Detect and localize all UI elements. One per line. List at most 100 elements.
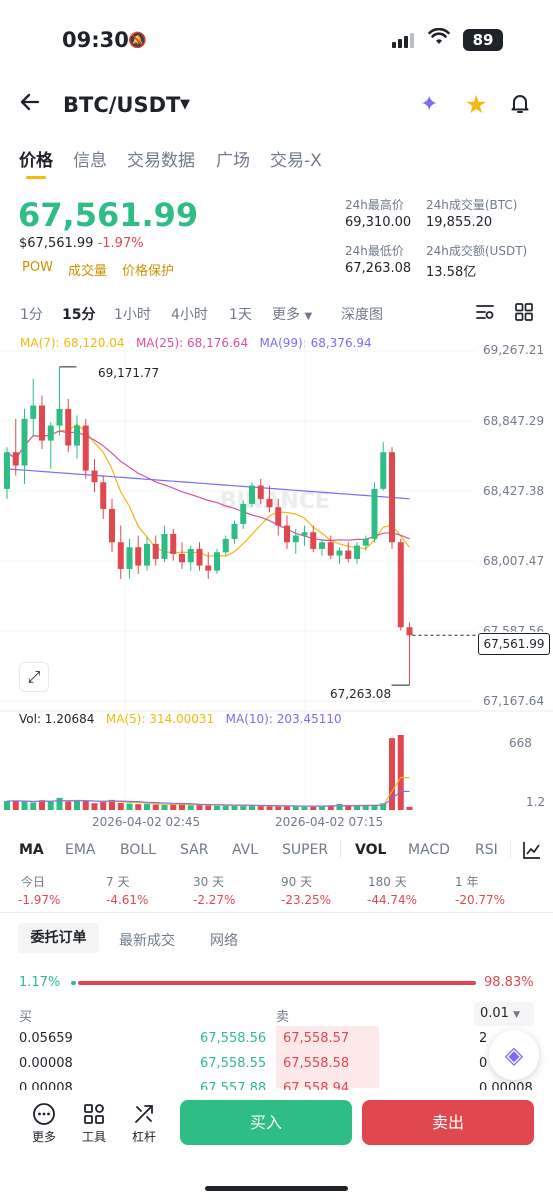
candle-body: [91, 470, 98, 483]
volume-axis-max: 668: [509, 736, 532, 750]
indicator-sar[interactable]: SAR: [180, 842, 209, 858]
price-step-select[interactable]: 0.01 ▼: [474, 1002, 534, 1026]
tab-recent-trades[interactable]: 最新成交: [119, 933, 175, 949]
bid-price[interactable]: 67,558.56: [200, 1031, 267, 1046]
bid-quantity: 0.05659: [19, 1031, 73, 1046]
sell-button[interactable]: 卖出: [362, 1100, 534, 1145]
tag-price-protection[interactable]: 价格保护: [121, 264, 174, 279]
candle-body: [65, 408, 72, 446]
indicator-settings-icon[interactable]: [522, 840, 542, 864]
interval-4h[interactable]: 4小时: [171, 307, 208, 323]
y-axis-label: 68,427.38: [483, 484, 545, 498]
candlestick-chart[interactable]: BINANCE: [0, 340, 553, 830]
sell-ratio-bar: [78, 981, 476, 985]
depth-chart-button[interactable]: 深度图: [341, 307, 383, 323]
vol-value: Vol: 1.20684: [19, 712, 95, 726]
volume-bar: [170, 803, 177, 810]
assistant-float-icon[interactable]: ◈: [489, 1030, 539, 1080]
volume-bar: [91, 803, 98, 810]
tab-trading-data[interactable]: 交易数据: [127, 151, 195, 171]
volume-bar: [397, 735, 404, 810]
tab-network[interactable]: 网络: [210, 933, 238, 949]
candle-body: [249, 485, 255, 504]
candle-body: [21, 418, 28, 466]
candle-body: [47, 425, 54, 441]
indicator-vol[interactable]: VOL: [355, 842, 387, 858]
sell-column-header: 卖: [276, 1010, 290, 1025]
period-value: -23.25%: [281, 893, 332, 907]
active-tab-indicator: [26, 176, 46, 179]
indicator-ma[interactable]: MA: [19, 842, 44, 858]
bid-price[interactable]: 67,558.55: [200, 1056, 267, 1071]
leverage-label[interactable]: 杠杆: [131, 1130, 156, 1144]
ma99-legend: MA(99): 68,376.94: [259, 336, 372, 350]
indicator-super[interactable]: SUPER: [282, 842, 329, 858]
candle-body: [389, 452, 395, 543]
ma99-line: [6, 468, 410, 500]
ask-price[interactable]: 67,558.58: [283, 1056, 350, 1071]
interval-1m[interactable]: 1分: [20, 307, 43, 323]
high-marker-label: 69,171.77: [98, 366, 160, 380]
caret-down-icon: ▼: [513, 1010, 521, 1020]
layout-grid-icon[interactable]: [515, 303, 533, 325]
volume-bar: [39, 800, 45, 810]
volume-bar: [82, 801, 89, 810]
volume-bar: [144, 803, 150, 810]
tag-volume[interactable]: 成交量: [67, 264, 107, 279]
x-axis-label: 2026-04-02 07:15: [275, 815, 384, 829]
indicator-ema[interactable]: EMA: [65, 842, 96, 858]
tools-icon[interactable]: [76, 1102, 112, 1131]
ask-quantity: 0: [479, 1056, 488, 1071]
favorite-star-icon[interactable]: ★: [465, 90, 488, 119]
buy-button[interactable]: 买入: [180, 1100, 352, 1145]
last-price-tag: 67,561.99: [478, 633, 550, 655]
ma7-legend: MA(7): 68,120.04: [20, 336, 125, 350]
interval-1d[interactable]: 1天: [229, 307, 252, 323]
interval-more[interactable]: 更多 ▼: [272, 304, 312, 324]
tab-info[interactable]: 信息: [73, 151, 107, 171]
period-label: 90 天: [281, 875, 313, 889]
expand-chart-icon[interactable]: ⤢: [19, 662, 49, 692]
volume-bar: [301, 806, 308, 810]
bid-quantity: 0.00008: [19, 1056, 73, 1071]
tab-square[interactable]: 广场: [216, 151, 250, 171]
tools-label[interactable]: 工具: [81, 1130, 106, 1144]
volume-usdt-value: 13.58亿: [426, 265, 477, 280]
candle-body: [170, 533, 177, 554]
ma25-line: [6, 430, 410, 542]
leverage-icon[interactable]: [126, 1102, 162, 1131]
ai-sparkle-icon[interactable]: ✦: [420, 92, 439, 117]
last-price: 67,561.99: [18, 196, 199, 234]
period-label: 180 天: [368, 875, 407, 889]
interval-1h[interactable]: 1小时: [114, 307, 151, 323]
interval-15m[interactable]: 15分: [62, 307, 96, 323]
more-icon[interactable]: [26, 1102, 62, 1131]
ask-price[interactable]: 67,558.57: [283, 1031, 350, 1046]
indicator-boll[interactable]: BOLL: [120, 842, 156, 858]
indicator-avl[interactable]: AVL: [232, 842, 259, 858]
volume-bar: [117, 803, 124, 810]
indicator-rsi[interactable]: RSI: [475, 842, 498, 858]
y-axis-label: 67,587.56: [483, 624, 545, 638]
chart-settings-icon[interactable]: [475, 303, 495, 325]
indicator-macd[interactable]: MACD: [408, 842, 450, 858]
candle-body: [82, 425, 89, 471]
tab-trade-x[interactable]: 交易-X: [270, 151, 322, 171]
more-label[interactable]: 更多: [31, 1130, 56, 1144]
y-axis-label: 67,167.64: [483, 694, 545, 708]
notification-bell-icon[interactable]: [508, 91, 532, 121]
volume-bar: [214, 805, 220, 810]
price-step-value: 0.01: [480, 1006, 509, 1021]
candle-body: [371, 488, 378, 539]
tag-pow[interactable]: POW: [22, 260, 53, 275]
back-arrow-icon[interactable]: [18, 90, 42, 121]
caret-down-icon[interactable]: ▼: [180, 97, 190, 112]
tab-price[interactable]: 价格: [19, 151, 53, 171]
indicator-divider: [340, 840, 341, 858]
ma-legend: MA(7): 68,120.04 MA(25): 68,176.64 MA(99…: [20, 336, 372, 350]
mute-bell-icon: 🔕: [128, 31, 147, 49]
volume-bar: [240, 805, 247, 810]
volume-bar: [327, 805, 334, 810]
tab-order-book[interactable]: 委托订单: [18, 923, 99, 953]
trading-pair-selector[interactable]: BTC/USDT: [63, 93, 181, 117]
